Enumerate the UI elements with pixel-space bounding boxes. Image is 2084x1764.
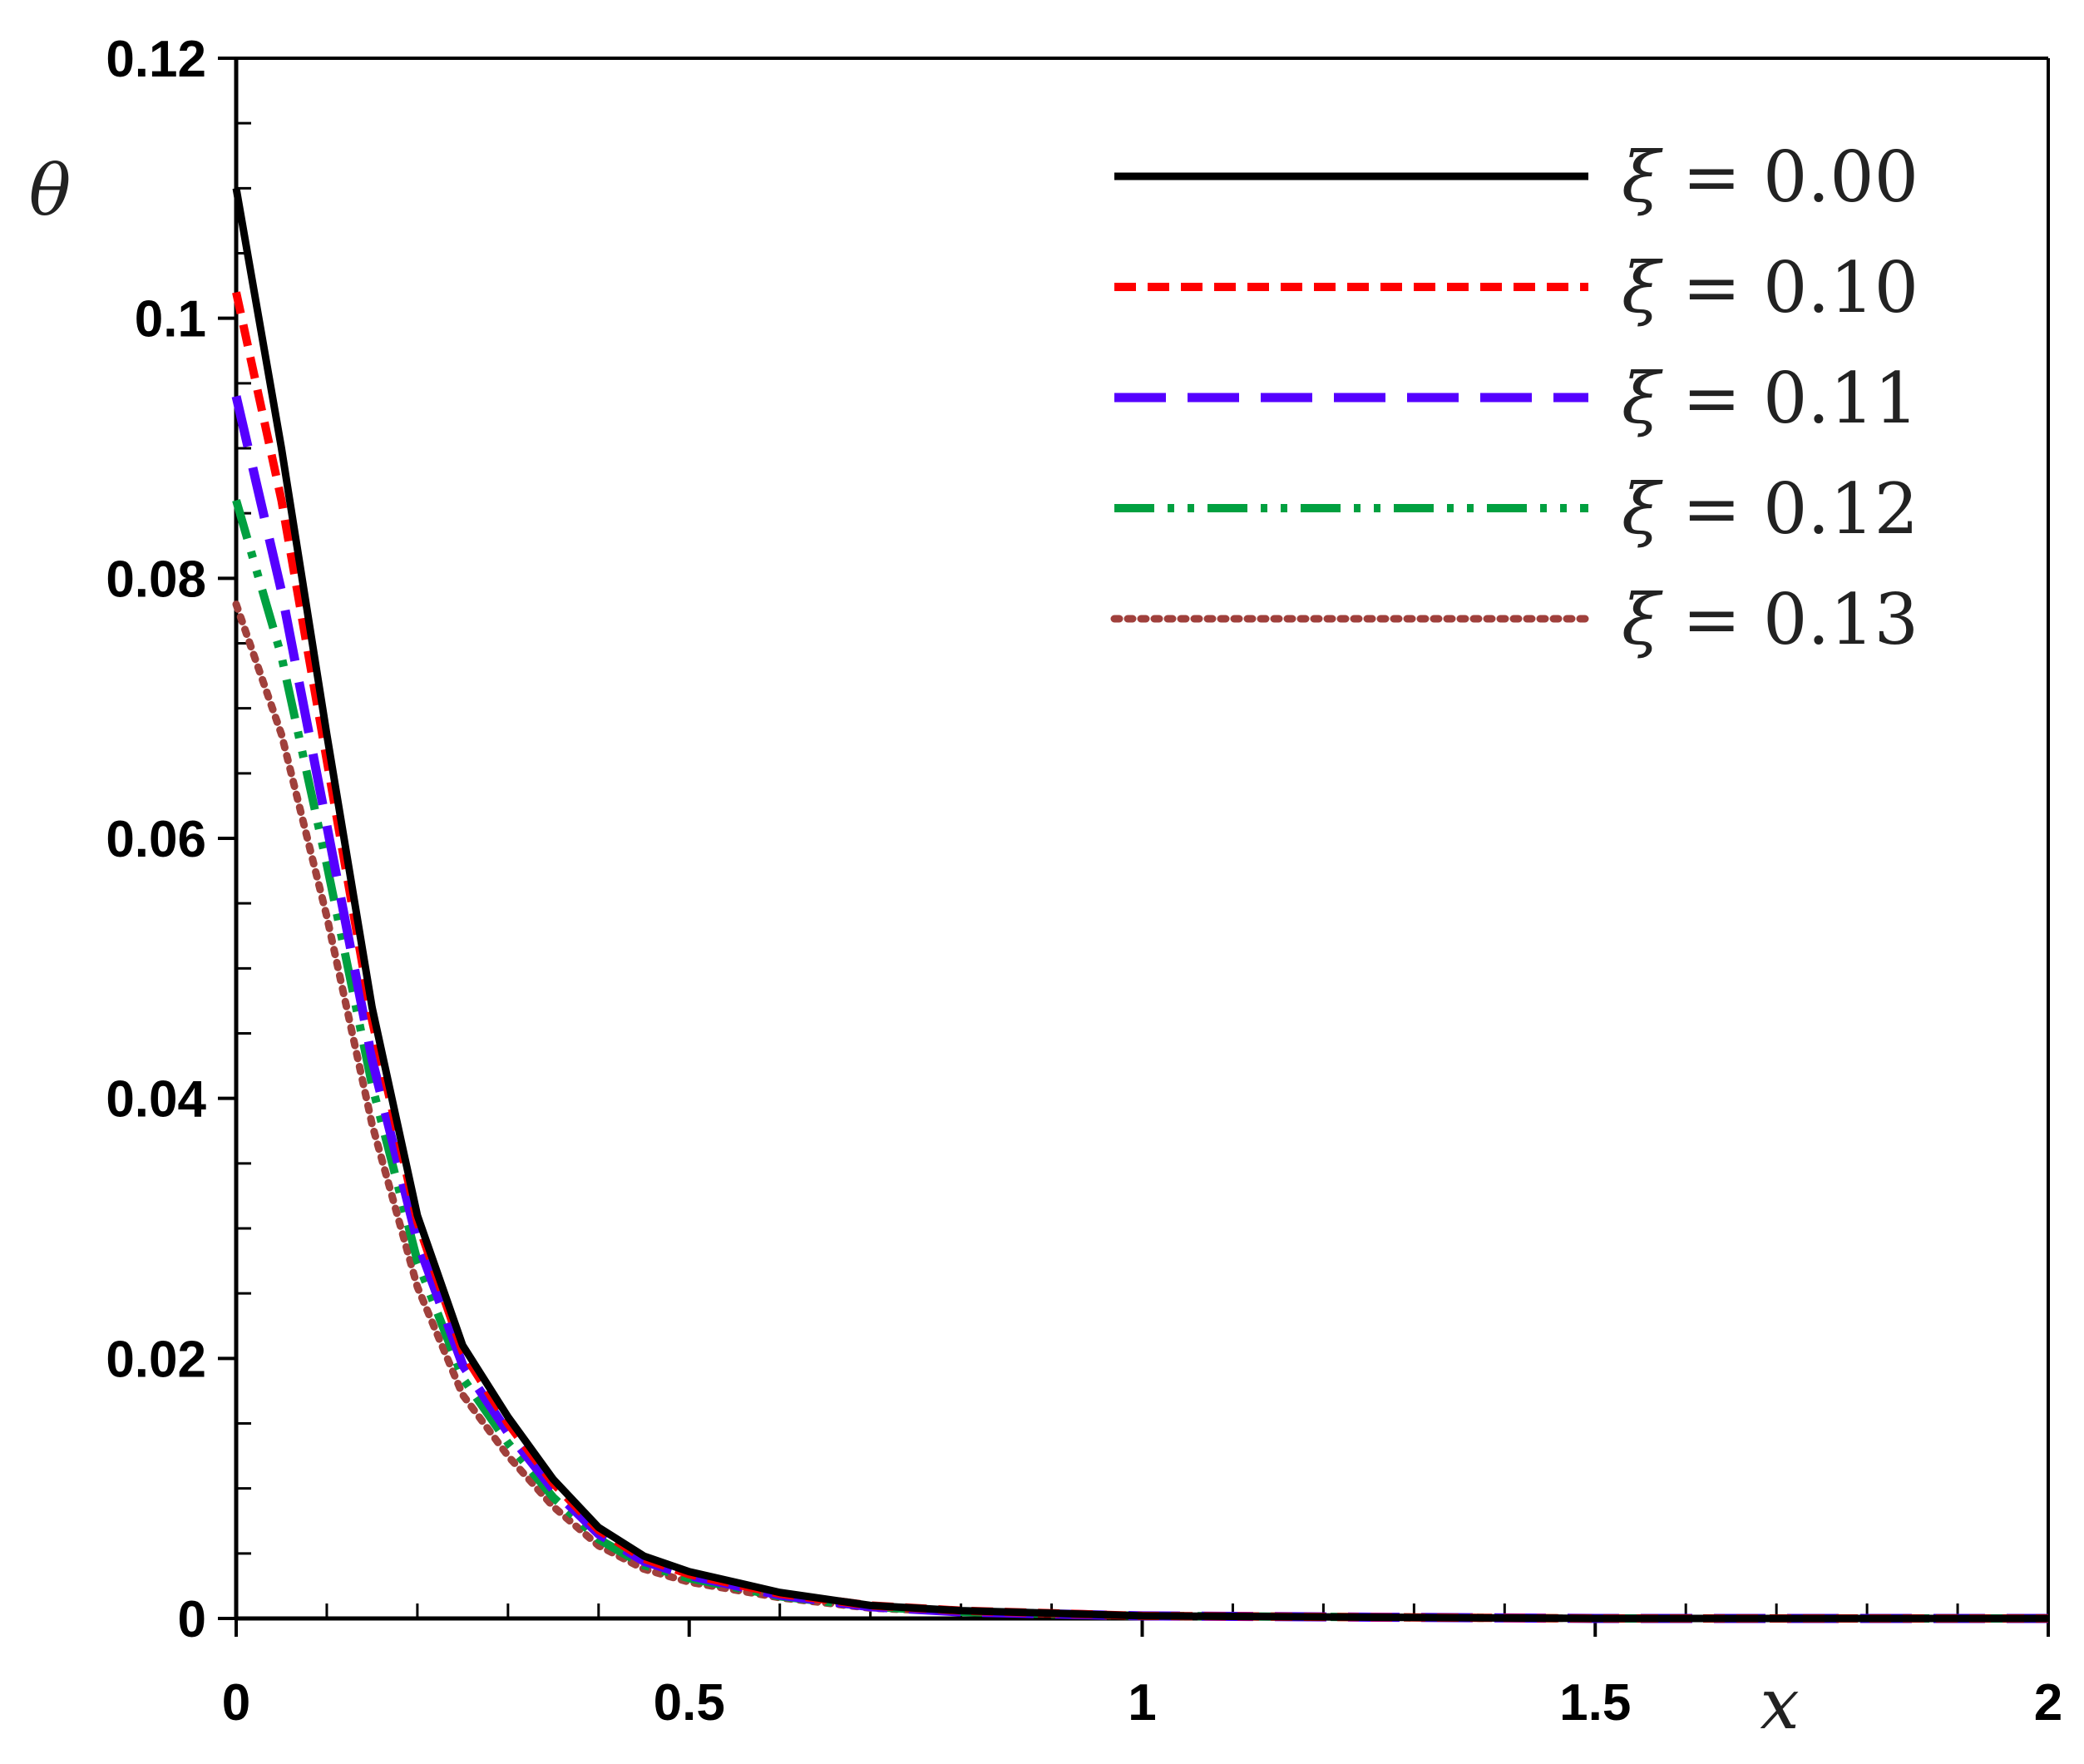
legend-value-2: = 0.11 [1660, 358, 1919, 439]
legend-label-4: ξ = 0.13 [1622, 579, 1919, 660]
legend-symbol-2: ξ [1622, 358, 1663, 439]
x-tick-label: 1.5 [1559, 1674, 1631, 1732]
legend-label-1: ξ = 0.10 [1622, 247, 1919, 329]
legend: ξ = 0.00ξ = 0.10ξ = 0.11ξ = 0.12ξ = 0.13 [1110, 136, 1919, 660]
x-tick-label: 0 [222, 1674, 250, 1732]
series-line-0 [232, 187, 2048, 1623]
legend-symbol-1: ξ [1622, 247, 1663, 329]
y-tick-label: 0.08 [106, 551, 206, 608]
y-tick-label: 0.1 [135, 291, 206, 348]
y-tick-label: 0.06 [106, 811, 206, 868]
legend-symbol-0: ξ [1622, 136, 1663, 218]
x-axis-label: x [1760, 1663, 1799, 1745]
legend-label-0: ξ = 0.00 [1622, 136, 1919, 218]
series-line-4 [232, 600, 2052, 1623]
legend-symbol-3: ξ [1622, 468, 1663, 550]
legend-label-2: ξ = 0.11 [1622, 358, 1919, 439]
legend-value-4: = 0.13 [1660, 579, 1919, 660]
legend-symbol-4: ξ [1622, 579, 1663, 660]
y-axis-label: θ [29, 150, 72, 231]
legend-label-3: ξ = 0.12 [1622, 468, 1919, 550]
y-tick-label: 0.12 [106, 31, 206, 88]
legend-value-0: = 0.00 [1660, 136, 1919, 218]
x-tick-label: 0.5 [654, 1674, 725, 1732]
x-tick-label: 2 [2034, 1674, 2062, 1732]
x-tick-label: 1 [1128, 1674, 1156, 1732]
y-tick-label: 0.02 [106, 1331, 206, 1388]
y-tick-label: 0.04 [106, 1071, 206, 1129]
y-tick-label: 0 [178, 1591, 206, 1648]
legend-value-3: = 0.12 [1660, 468, 1919, 550]
legend-value-1: = 0.10 [1660, 247, 1919, 329]
